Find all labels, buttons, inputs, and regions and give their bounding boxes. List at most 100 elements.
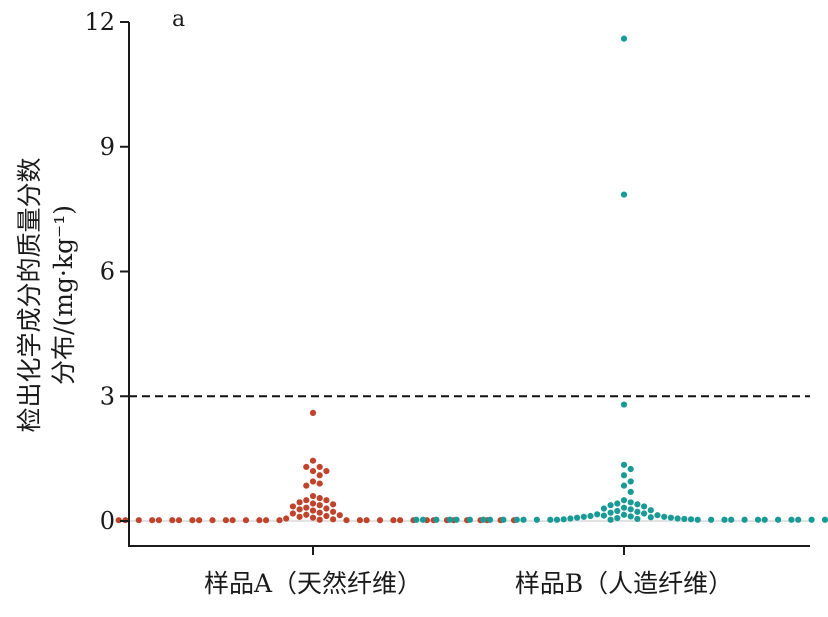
axes-layer: 0 3 6 9 12 样品A（天然纤维） 样品B（人造纤维） [84,8,810,598]
data-point [647,514,654,521]
data-point [594,511,601,518]
data-point [607,516,614,523]
data-point [647,507,654,514]
data-point [390,517,397,524]
data-point [788,516,795,523]
data-point [316,463,323,471]
data-point [196,517,203,524]
data-point [323,497,330,504]
data-point [574,514,581,521]
data-point [446,516,453,523]
data-point [634,501,641,508]
data-point [296,499,303,506]
data-point [627,499,634,506]
labels-layer: a 检出化学成分的质量分数 分布/(mg·kg⁻¹) [15,7,185,433]
data-point [607,502,614,509]
data-point [808,516,815,523]
data-point [620,461,628,468]
data-point [754,516,762,523]
data-point [309,500,317,507]
data-point [175,517,183,524]
data-point [614,514,621,522]
data-point [775,516,782,523]
data-point [189,517,196,524]
data-point [343,517,350,524]
data-point [263,517,270,524]
data-point [533,516,541,523]
data-point [486,516,494,523]
data-point [687,516,695,523]
y-axis-title-line1: 检出化学成分的质量分数 [15,157,44,432]
data-point [614,507,621,515]
data-point [661,513,668,520]
x-tick-label: 样品B（人造纤维） [515,569,733,598]
data-point [303,511,310,518]
data-point [681,515,688,523]
y-tick-label: 12 [84,8,115,36]
data-point [674,515,681,522]
data-point [316,509,323,516]
data-point [309,507,317,514]
data-point [513,516,520,523]
data-point [309,457,317,464]
data-point [309,409,317,416]
data-point [627,488,634,495]
data-point [330,516,337,523]
data-point [607,509,614,516]
data-point [620,504,628,511]
data-point [741,516,748,523]
y-axis-title: 检出化学成分的质量分数 分布/(mg·kg⁻¹) [15,157,78,432]
data-point [303,482,310,489]
x-tick-label: 样品A（天然纤维） [204,569,422,598]
y-tick-label: 3 [100,382,115,410]
grid-layer [129,395,810,522]
data-point [323,505,330,512]
data-point [316,480,323,487]
data-point [620,35,628,42]
data-point [316,502,323,509]
data-point [433,516,440,523]
data-point [600,505,608,512]
data-point [634,515,641,523]
data-point [289,510,296,517]
data-point [169,517,176,524]
data-point [721,516,728,523]
data-point [795,516,802,523]
data-point [560,516,567,523]
data-point [336,512,343,519]
y-axis-title-line2: 分布/(mg·kg⁻¹) [49,205,78,385]
data-point [242,517,250,524]
data-point [323,468,330,475]
data-point [620,401,628,408]
marks-layer [115,35,828,524]
data-point [222,517,229,524]
data-point [419,516,427,523]
data-point [323,512,330,520]
data-point [330,508,337,515]
data-point [694,516,701,523]
y-tick-label: 0 [100,507,115,535]
data-point [135,517,142,524]
data-point [620,472,628,479]
data-point [708,516,715,523]
data-point [620,191,628,198]
data-point [309,468,317,475]
data-point [761,516,768,523]
data-point [728,516,735,523]
data-point [500,516,507,523]
data-point [303,497,310,504]
data-point [309,492,317,500]
y-tick-label: 6 [100,258,115,286]
data-point [580,513,587,520]
data-point [397,517,404,524]
data-point [480,516,487,523]
data-point [620,511,628,518]
data-point [155,517,162,524]
data-point [620,497,628,504]
data-point [413,516,420,523]
data-point [520,516,527,523]
data-point [296,513,303,520]
data-point [316,495,323,502]
data-point [547,516,554,523]
data-point [627,465,634,473]
